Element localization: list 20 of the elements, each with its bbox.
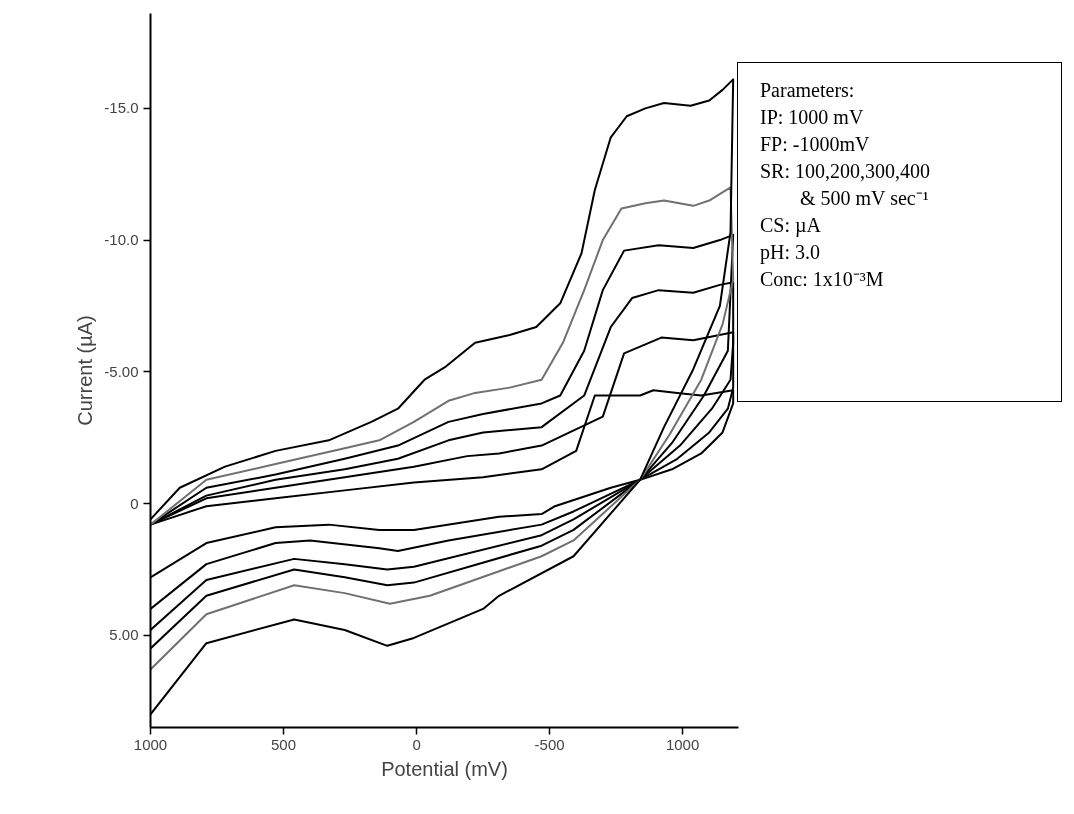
- text: pH: 3.0: [760, 241, 820, 263]
- y-tick-label: -15.0: [104, 99, 139, 117]
- text: IP: 1000 mV: [760, 106, 864, 128]
- x-tick-label: 1000: [133, 735, 168, 753]
- x-tick-label: 500: [271, 735, 297, 753]
- text: CS: µA: [760, 214, 821, 236]
- y-tick-label: -10.0: [104, 231, 139, 249]
- x-tick-label: -500: [534, 735, 565, 753]
- x-tick-label: 0: [412, 735, 421, 753]
- x-axis-title: Potential (mV): [381, 757, 508, 780]
- y-tick-label: 0: [130, 494, 139, 512]
- text: Conc: 1x10⁻³M: [760, 268, 884, 290]
- text: & 500 mV sec⁻¹: [800, 187, 929, 209]
- text: FP: -1000mV: [760, 133, 870, 155]
- y-tick-label: -5.00: [104, 362, 139, 380]
- y-axis-title: Current (µA): [74, 315, 97, 426]
- text: Parameters:: [760, 79, 855, 101]
- x-tick-label: 1000: [665, 735, 700, 753]
- y-tick-label: 5.00: [109, 626, 139, 644]
- text: SR: 100,200,300,400: [760, 160, 931, 182]
